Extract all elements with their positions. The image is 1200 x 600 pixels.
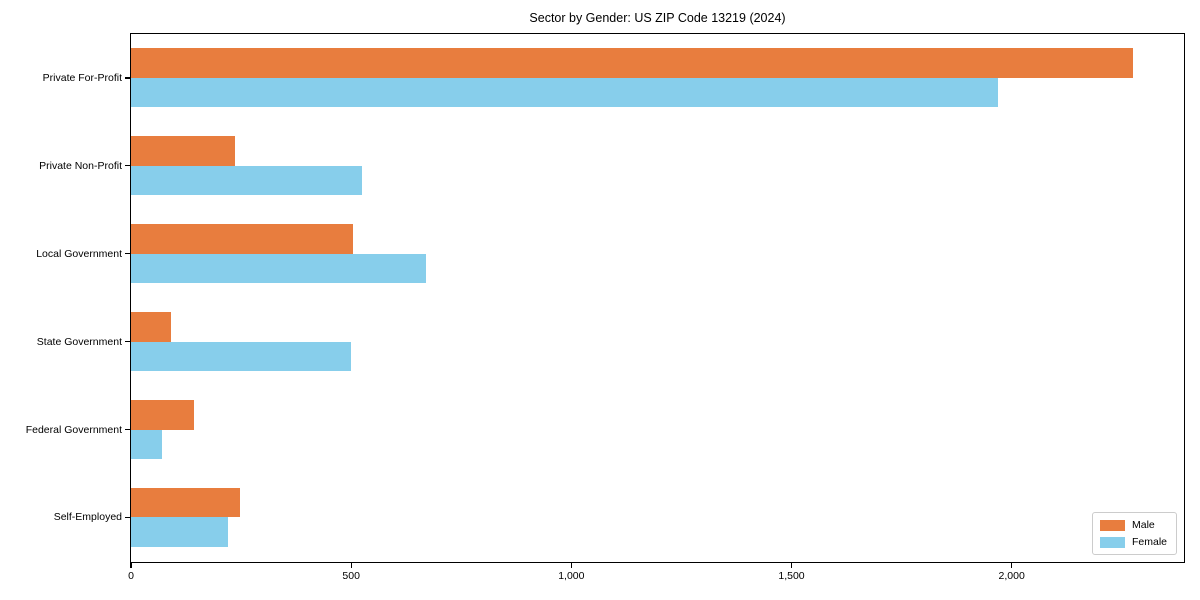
bar-female xyxy=(131,429,162,460)
bar-male xyxy=(131,48,1133,78)
x-tick-mark xyxy=(790,563,793,569)
legend-label-female: Female xyxy=(1131,536,1167,548)
y-tick-label: Federal Government xyxy=(25,423,122,436)
y-tick-mark xyxy=(124,165,130,167)
x-tick-label: 500 xyxy=(342,570,360,582)
legend-label-male: Male xyxy=(1131,519,1155,531)
legend: Male Female xyxy=(1091,512,1177,555)
bar-male xyxy=(131,224,354,254)
y-tick-mark xyxy=(124,77,130,79)
legend-swatch-female xyxy=(1099,536,1125,548)
x-tick-mark xyxy=(350,563,352,569)
x-tick-mark xyxy=(1011,563,1013,569)
y-tick-mark xyxy=(124,253,130,255)
legend-item-female: Female xyxy=(1099,536,1167,548)
y-tick-mark xyxy=(124,428,130,431)
bar-female xyxy=(131,341,352,372)
y-tick-label: Private For-Profit xyxy=(42,71,122,84)
chart-title: Sector by Gender: US ZIP Code 13219 (202… xyxy=(529,11,786,25)
bar-male xyxy=(131,400,194,430)
bar-female xyxy=(131,77,999,108)
bar-female xyxy=(131,165,363,196)
y-tick-mark xyxy=(124,516,130,519)
x-tick-label: 2,000 xyxy=(998,570,1025,582)
x-tick-label: 1,000 xyxy=(558,570,585,582)
x-tick-label: 0 xyxy=(128,570,134,582)
bar-male xyxy=(131,136,236,166)
x-tick-label: 1,500 xyxy=(778,570,805,582)
x-tick-mark xyxy=(130,563,132,569)
legend-swatch-male xyxy=(1099,519,1125,531)
legend-item-male: Male xyxy=(1099,519,1167,531)
bar-female xyxy=(131,253,427,284)
y-tick-label: Local Government xyxy=(36,247,122,260)
bar-male xyxy=(131,487,240,518)
x-tick-mark xyxy=(570,563,572,569)
plot-area: Private For-Profit Private Non-Profit Loca… xyxy=(26,33,1185,582)
y-tick-mark xyxy=(124,341,130,343)
y-tick-label: State Government xyxy=(36,335,122,348)
y-tick-label: Self-Employed xyxy=(53,511,122,524)
bar-female xyxy=(131,517,228,547)
bar-male xyxy=(131,312,171,342)
y-tick-label: Private Non-Profit xyxy=(39,159,122,172)
